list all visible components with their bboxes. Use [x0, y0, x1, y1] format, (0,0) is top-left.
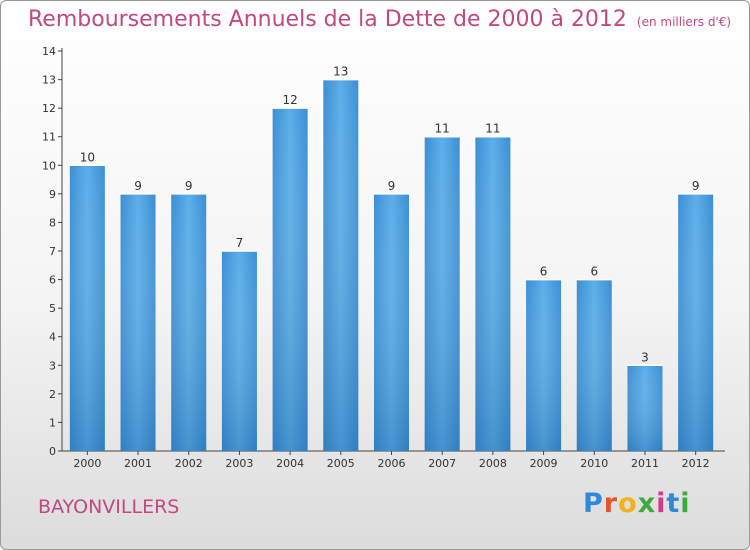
logo-letter: o	[618, 488, 638, 519]
y-tick-label: 6	[49, 274, 56, 287]
value-label: 10	[80, 150, 95, 164]
bar-shade	[526, 279, 562, 451]
bar-shade	[424, 136, 460, 451]
commune-name: BAYONVILLERS	[38, 496, 180, 518]
logo-letter: i	[680, 488, 691, 519]
x-tick-label: 2011	[631, 457, 659, 470]
logo-letter: i	[656, 488, 667, 519]
value-label: 9	[692, 179, 700, 193]
x-tick-label: 2003	[225, 457, 253, 470]
x-tick-label: 2001	[124, 457, 152, 470]
value-label: 6	[540, 265, 548, 279]
bar-shade	[678, 193, 714, 451]
value-label: 11	[485, 122, 500, 136]
y-tick-label: 12	[42, 102, 56, 115]
x-tick-label: 2004	[276, 457, 304, 470]
x-tick-label: 2006	[378, 457, 406, 470]
bar-shade	[171, 193, 207, 451]
bar-shade	[576, 279, 612, 451]
bar-shade	[374, 193, 409, 451]
y-tick-label: 1	[49, 416, 56, 429]
logo-letter: r	[603, 488, 619, 519]
x-tick-label: 2008	[479, 457, 507, 470]
bar-shade	[475, 136, 511, 451]
logo-letter: x	[637, 488, 657, 519]
value-labels: 10 9 9 7 12 13 9 11 11 6 6 3 9	[80, 65, 700, 365]
y-tick-label: 4	[49, 331, 56, 344]
bar-shade	[221, 251, 257, 451]
proxiti-logo: Proxiti	[583, 488, 691, 519]
logo-letter: t	[666, 488, 681, 519]
y-tick-label: 3	[49, 359, 56, 372]
bar-shade	[272, 108, 308, 452]
x-tick-label: 2000	[73, 457, 101, 470]
x-axis: 2000 2001 2002 2003 2004 2005 2006 2007 2008 2009…	[62, 450, 725, 470]
value-label: 7	[236, 236, 244, 250]
value-label: 12	[282, 93, 297, 107]
value-label: 13	[333, 65, 348, 79]
value-label: 9	[185, 179, 193, 193]
y-tick-label: 14	[42, 45, 56, 58]
x-tick-label: 2010	[580, 457, 608, 470]
value-label: 6	[590, 265, 598, 279]
x-tick-label: 2005	[327, 457, 355, 470]
value-label: 3	[641, 350, 649, 364]
x-tick-label: 2009	[530, 457, 558, 470]
chart-subtitle: (en milliers d'€)	[636, 15, 732, 29]
value-label: 9	[388, 179, 396, 193]
y-tick-label: 11	[42, 131, 56, 144]
y-tick-label: 5	[49, 302, 56, 315]
logo-letter: P	[583, 488, 604, 519]
bar-shade	[627, 365, 663, 451]
y-tick-label: 7	[49, 245, 56, 258]
bar-shade	[120, 193, 156, 451]
y-tick-label: 13	[42, 74, 56, 87]
x-tick-label: 2012	[682, 457, 710, 470]
bar-shade	[323, 79, 359, 452]
value-label: 9	[134, 179, 142, 193]
value-label: 11	[435, 122, 450, 136]
y-tick-label: 0	[49, 445, 56, 458]
chart-title: Remboursements Annuels de la Dette de 20…	[28, 7, 731, 32]
x-tick-label: 2002	[175, 457, 203, 470]
bars	[69, 78, 714, 452]
y-tick-label: 8	[49, 216, 56, 229]
y-tick-label: 10	[42, 159, 56, 172]
title-text: Remboursements Annuels de la Dette de 20…	[28, 7, 627, 32]
y-tick-label: 9	[49, 188, 56, 201]
bar-shade	[69, 165, 105, 452]
y-tick-label: 2	[49, 388, 56, 401]
x-tick-label: 2007	[428, 457, 456, 470]
